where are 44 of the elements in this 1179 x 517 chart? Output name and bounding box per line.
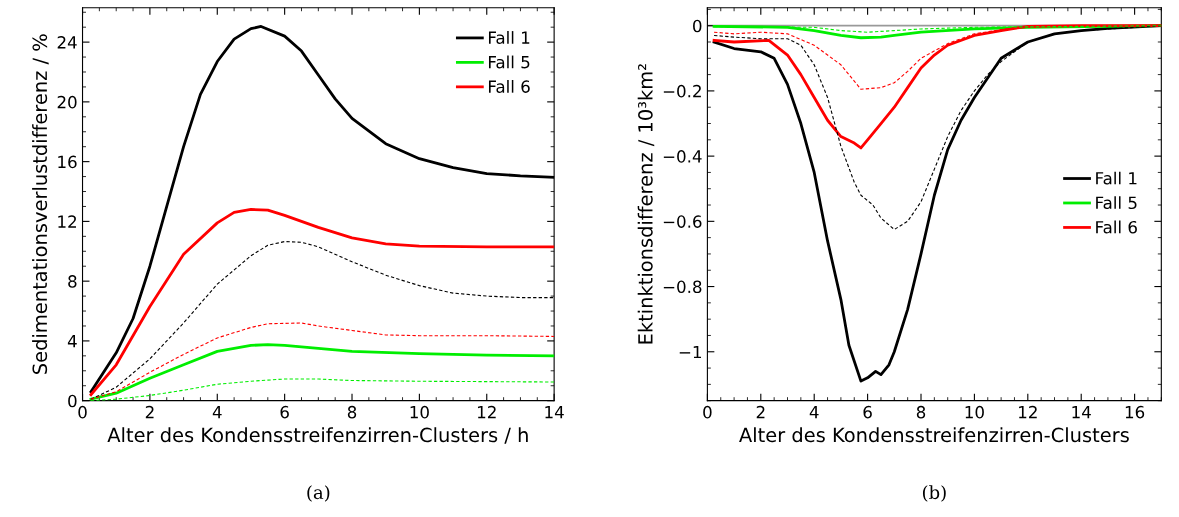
x-axis-title: Alter des Kondensstreifenzirren-Clusters (739, 427, 1129, 443)
x-tick-label: 0 (78, 405, 87, 419)
y-tick-label: 20 (57, 95, 77, 109)
x-tick-label: 8 (916, 405, 926, 419)
y-tick-label: −0.8 (663, 280, 702, 294)
y-tick-label: −1 (679, 345, 701, 359)
x-tick-label: 4 (809, 406, 819, 419)
x-tick-label: 14 (545, 406, 564, 419)
x-tick-label: 4 (212, 406, 222, 419)
y-axis-title: Ektinktionsdifferenz / 10³km² (637, 64, 655, 344)
legend-label: Fall 1 (1096, 171, 1137, 185)
legend-label: Fall 6 (488, 80, 530, 93)
y-tick-label: −0.4 (663, 150, 702, 163)
x-tick-label: 10 (410, 405, 429, 419)
y-tick-label: 12 (58, 215, 76, 228)
x-tick-label: 6 (280, 405, 289, 419)
x-tick-label: 10 (965, 405, 984, 419)
y-tick-label: 0 (68, 394, 77, 408)
y-axis-title: Sedimentationsverlustdifferenz / % (32, 34, 49, 374)
x-tick-label: 8 (347, 405, 357, 419)
y-tick-label: 24 (57, 36, 77, 49)
x-tick-label: 0 (703, 405, 712, 419)
x-tick-label: 2 (756, 405, 765, 419)
x-tick-label: 2 (145, 405, 154, 419)
x-tick-label: 16 (1125, 405, 1145, 419)
text: (b) (922, 485, 946, 502)
y-tick-label: −0.2 (663, 84, 701, 98)
x-tick-label: 12 (477, 405, 496, 419)
line-series (90, 322, 555, 400)
x-tick-label: 12 (1019, 405, 1037, 419)
x-tick-label: 14 (1072, 406, 1091, 419)
y-tick-label: 8 (68, 275, 77, 288)
line-series (89, 208, 555, 397)
x-axis-title: Alter des Kondensstreifenzirren-Clusters / h (107, 427, 528, 444)
y-tick-label: 0 (693, 19, 702, 33)
text: (a) (307, 485, 330, 502)
y-tick-label: 4 (67, 335, 77, 348)
legend-label: Fall 6 (1096, 220, 1137, 234)
legend-label: Fall 1 (488, 31, 530, 44)
legend-label: Fall 5 (488, 55, 530, 69)
legend-label: Fall 5 (1096, 196, 1137, 210)
y-tick-label: −0.6 (663, 215, 702, 228)
x-tick-label: 6 (863, 405, 872, 419)
y-tick-label: 16 (58, 155, 77, 169)
